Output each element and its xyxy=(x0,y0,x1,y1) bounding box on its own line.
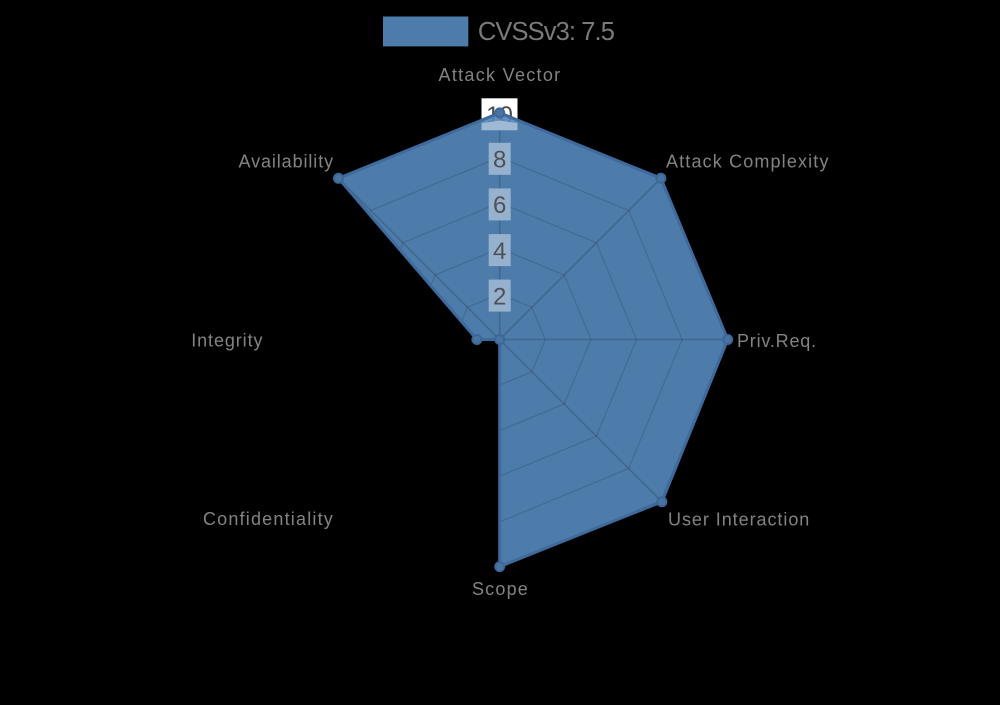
svg-text:Attack Vector: Attack Vector xyxy=(439,65,562,85)
svg-text:4: 4 xyxy=(493,238,506,265)
svg-text:Availability: Availability xyxy=(238,151,334,171)
svg-text:CVSSv3: 7.5: CVSSv3: 7.5 xyxy=(478,18,615,46)
svg-text:Scope: Scope xyxy=(472,579,529,599)
svg-text:Priv.Req.: Priv.Req. xyxy=(737,331,817,351)
svg-text:Integrity: Integrity xyxy=(191,331,263,351)
svg-text:User Interaction: User Interaction xyxy=(668,509,810,529)
svg-text:8: 8 xyxy=(493,147,506,174)
svg-text:Attack Complexity: Attack Complexity xyxy=(666,151,830,171)
svg-text:6: 6 xyxy=(493,192,506,219)
svg-text:Confidentiality: Confidentiality xyxy=(203,509,334,529)
svg-text:2: 2 xyxy=(493,283,506,310)
